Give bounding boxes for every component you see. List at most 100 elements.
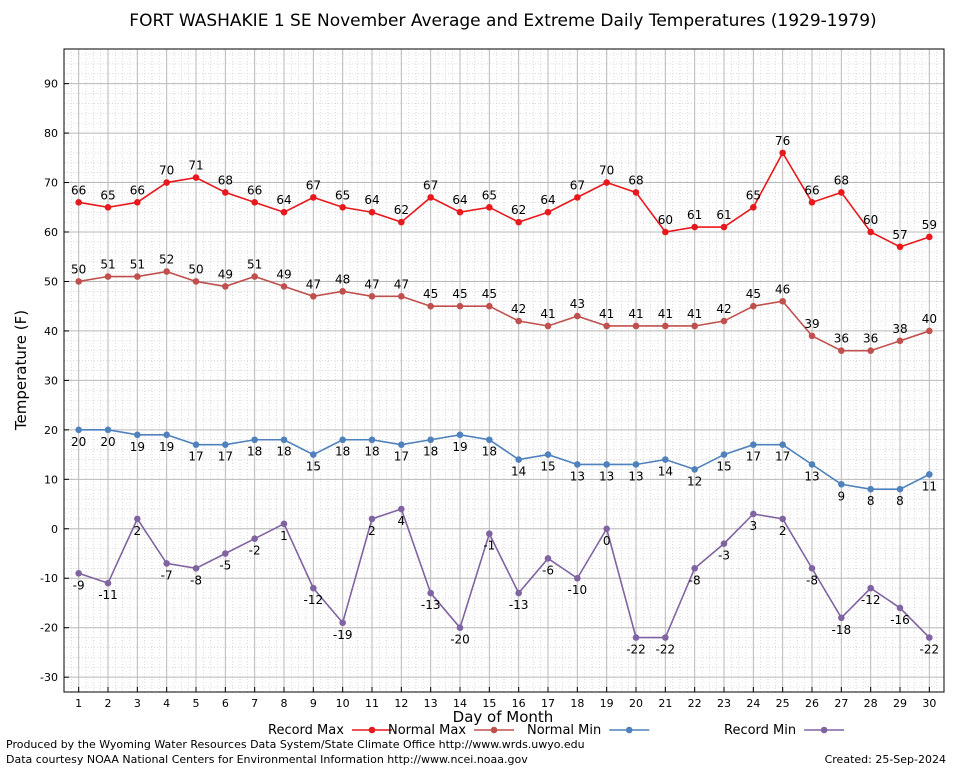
record-max-point	[838, 189, 845, 196]
record-min-value-label: -20	[450, 633, 470, 647]
normal-max-value-label: 41	[628, 307, 643, 321]
record-min-point	[662, 634, 669, 641]
x-tick-label: 30	[922, 697, 936, 710]
record-max-point	[368, 208, 376, 216]
record-min-point	[456, 624, 464, 631]
normal-min-point	[486, 436, 493, 444]
normal-max-point	[515, 317, 522, 325]
normal-min-point	[720, 451, 728, 458]
normal-min-point	[456, 431, 464, 439]
record-min-point	[486, 530, 493, 538]
x-tick-label: 26	[805, 697, 819, 710]
record-min-point	[603, 525, 610, 533]
normal-max-point	[896, 337, 904, 345]
y-axis-label: Temperature (F)	[12, 310, 30, 431]
normal-max-point	[398, 293, 405, 300]
x-tick-label: 12	[394, 697, 408, 710]
record-min-point	[926, 634, 933, 641]
record-max-point	[163, 179, 170, 186]
record-min-point	[867, 584, 874, 592]
normal-max-point	[691, 322, 698, 330]
record-max-point	[574, 194, 581, 201]
y-tick-label: -20	[40, 622, 58, 635]
record-max-point	[310, 194, 317, 201]
record-max-point	[280, 208, 288, 216]
normal-max-value-label: 46	[775, 282, 790, 296]
record-min-point	[368, 515, 376, 523]
normal-max-value-label: 36	[863, 332, 878, 346]
y-tick-label: 30	[44, 374, 58, 387]
record-max-point	[427, 194, 434, 201]
normal-min-point	[750, 441, 757, 448]
x-tick-label: 23	[717, 697, 731, 710]
normal-min-point	[280, 436, 288, 444]
normal-max-value-label: 47	[306, 277, 321, 291]
normal-min-value-label: 9	[838, 489, 846, 503]
x-tick-label: 20	[629, 697, 643, 710]
y-tick-label: -10	[40, 572, 58, 585]
normal-max-value-label: 36	[834, 332, 849, 346]
record-min-value-label: -7	[161, 568, 173, 582]
record-min-point	[574, 574, 581, 582]
x-tick-label: 29	[893, 697, 907, 710]
x-tick-label: 4	[163, 697, 170, 710]
record-max-value-label: 62	[394, 203, 409, 217]
normal-min-point	[368, 436, 376, 444]
normal-min-value-label: 13	[570, 469, 585, 483]
y-tick-label: 0	[51, 523, 58, 536]
normal-max-point	[838, 347, 845, 355]
normal-max-point	[808, 332, 816, 340]
y-tick-label: 40	[44, 325, 58, 338]
footer-produced-by: Produced by the Wyoming Water Resources …	[6, 738, 585, 751]
normal-max-value-label: 43	[570, 297, 585, 311]
normal-max-point	[280, 283, 288, 290]
normal-max-point	[779, 297, 786, 305]
x-tick-label: 3	[134, 697, 141, 710]
record-max-value-label: 59	[922, 218, 937, 232]
normal-min-value-label: 15	[306, 460, 321, 474]
normal-min-point	[574, 461, 581, 468]
record-min-point	[251, 535, 258, 542]
record-max-point	[808, 199, 816, 206]
record-min-point	[222, 550, 229, 557]
normal-max-value-label: 41	[658, 307, 673, 321]
normal-max-value-label: 45	[746, 287, 761, 301]
normal-min-point	[75, 426, 82, 434]
normal-max-value-label: 47	[364, 277, 379, 291]
normal-min-value-label: 14	[658, 465, 673, 479]
record-min-value-label: -19	[333, 628, 353, 642]
normal-min-value-label: 13	[804, 469, 819, 483]
record-max-value-label: 66	[71, 183, 86, 197]
y-tick-label: 50	[44, 275, 58, 288]
normal-max-value-label: 48	[335, 272, 350, 286]
normal-max-point	[134, 273, 141, 280]
normal-min-point	[163, 431, 170, 439]
normal-max-point	[867, 347, 874, 355]
normal-max-point	[222, 283, 229, 290]
data-labels: 66 65 66 70 71 68 66 64 67 65 64 62 67 64 65 62 64 67 70 68…	[71, 134, 939, 657]
record-min-value-label: -12	[304, 593, 324, 607]
normal-min-point	[867, 485, 874, 493]
normal-min-point	[779, 441, 786, 448]
record-max-value-label: 66	[247, 183, 262, 197]
normal-min-value-label: 18	[247, 445, 262, 459]
normal-min-legend-marker	[625, 726, 633, 734]
series-layer	[75, 149, 933, 641]
record-min-value-label: 2	[779, 524, 787, 538]
y-tick-label: 80	[44, 127, 58, 140]
normal-max-value-label: 49	[218, 267, 233, 281]
normal-min-value-label: 18	[335, 445, 350, 459]
record-min-legend-label: Record Min	[724, 723, 796, 738]
grid-lines	[63, 49, 945, 692]
normal-min-point	[603, 461, 610, 468]
record-min-point	[192, 565, 200, 572]
normal-min-point	[838, 480, 845, 488]
normal-max-point	[75, 278, 82, 285]
normal-max-value-label: 50	[188, 262, 203, 276]
normal-min-value-label: 17	[394, 450, 409, 464]
record-max-value-label: 65	[746, 188, 761, 202]
normal-max-value-label: 41	[599, 307, 614, 321]
record-min-point	[632, 634, 640, 641]
